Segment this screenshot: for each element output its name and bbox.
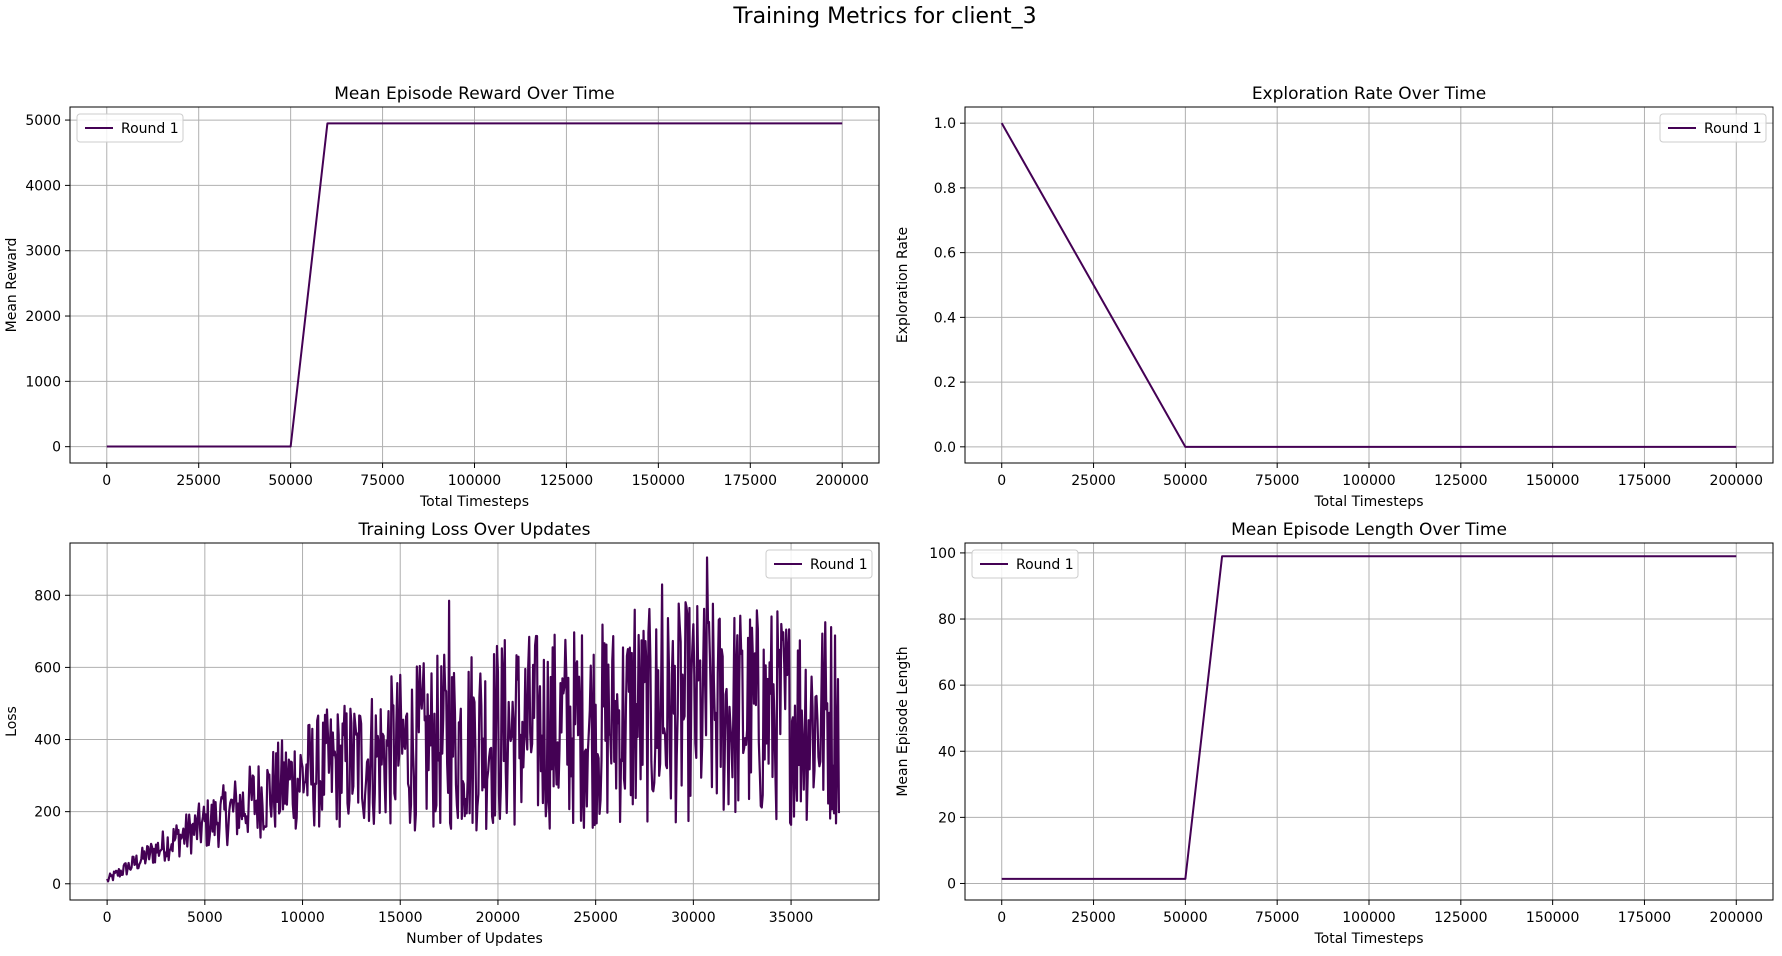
mean-reward-ytick-label: 0	[52, 440, 61, 456]
episode-length-legend-label: Round 1	[1016, 557, 1074, 573]
training-loss-xlabel: Number of Updates	[406, 931, 543, 947]
episode-length-series-line	[1001, 555, 1737, 880]
exploration-rate-xtick-label: 25000	[1071, 473, 1116, 489]
training-loss-ytick-label: 200	[34, 805, 61, 821]
episode-length-xtick-label: 100000	[1342, 910, 1395, 926]
training-loss-ytick-label: 400	[34, 733, 61, 749]
training-loss-legend	[765, 549, 873, 579]
mean-reward-legend-label: Round 1	[121, 121, 179, 137]
training-loss-xtick-label: 5000	[187, 910, 223, 926]
exploration-rate-series-line	[1000, 122, 1737, 448]
training-loss-axes-frame	[69, 542, 880, 901]
exploration-rate-ytick-label: 0.6	[934, 246, 956, 262]
training-loss-xtick-label: 25000	[573, 910, 618, 926]
episode-length-title: Mean Episode Length Over Time	[1231, 520, 1507, 540]
exploration-rate-title: Exploration Rate Over Time	[1252, 84, 1486, 104]
episode-length-xtick-label: 125000	[1434, 910, 1487, 926]
episode-length-xtick-label: 75000	[1255, 910, 1300, 926]
exploration-rate-xtick-label: 100000	[1342, 473, 1395, 489]
training-loss-xtick-label: 35000	[769, 910, 814, 926]
episode-length-ylabel: Mean Episode Length	[895, 646, 911, 796]
mean-reward-xtick-label: 125000	[540, 473, 593, 489]
training-loss-series-line	[106, 556, 841, 883]
mean-reward-xtick-label: 75000	[360, 473, 405, 489]
episode-length-xtick-label: 150000	[1526, 910, 1579, 926]
mean-reward-xtick-label: 100000	[448, 473, 501, 489]
mean-reward-series-line	[106, 122, 843, 448]
training-loss-title: Training Loss Over Updates	[358, 520, 591, 540]
episode-length-xtick-label: 25000	[1071, 910, 1116, 926]
mean-reward-xtick-label: 175000	[724, 473, 777, 489]
exploration-rate-ytick-label: 1.0	[934, 116, 956, 132]
mean-reward-chart: 0 25000 50000 75000 100000 125000 150000 175000…	[4, 84, 880, 510]
mean-reward-xtick-label: 25000	[176, 473, 221, 489]
training-loss-xtick-label: 0	[103, 910, 112, 926]
mean-reward-ytick-label: 5000	[25, 113, 61, 129]
mean-reward-xtick-label: 0	[102, 473, 111, 489]
mean-reward-ytick-label: 2000	[25, 309, 61, 325]
mean-reward-xtick-label: 50000	[268, 473, 313, 489]
exploration-rate-xtick-label: 175000	[1618, 473, 1671, 489]
training-loss-ytick-label: 0	[52, 877, 61, 893]
mean-reward-ytick-label: 1000	[25, 374, 61, 390]
mean-reward-ytick-label: 3000	[25, 244, 61, 260]
exploration-rate-ytick-label: 0.4	[934, 310, 956, 326]
training-loss-ytick-label: 800	[34, 588, 61, 604]
episode-length-ytick-label: 40	[938, 744, 956, 760]
mean-reward-xtick-label: 200000	[816, 473, 869, 489]
episode-length-ytick-label: 100	[929, 546, 956, 562]
exploration-rate-xlabel: Total Timesteps	[1314, 494, 1424, 510]
training-loss-ylabel: Loss	[4, 706, 20, 737]
episode-length-xtick-label: 200000	[1710, 910, 1763, 926]
exploration-rate-legend-label: Round 1	[1704, 121, 1762, 137]
training-loss-xtick-label: 30000	[671, 910, 716, 926]
episode-length-ytick-label: 0	[947, 876, 956, 892]
training-loss-xtick-label: 20000	[476, 910, 521, 926]
episode-length-xtick-label: 0	[997, 910, 1006, 926]
training-loss-legend-label: Round 1	[810, 557, 868, 573]
episode-length-ytick-label: 80	[938, 612, 956, 628]
exploration-rate-ytick-label: 0.2	[934, 375, 956, 391]
exploration-rate-ytick-label: 0.0	[934, 440, 956, 456]
training-loss-chart: 0 5000 10000 15000 20000 25000 30000 35000 0 200 4…	[4, 520, 880, 947]
exploration-rate-ytick-label: 0.8	[934, 181, 956, 197]
mean-reward-title: Mean Episode Reward Over Time	[334, 84, 615, 104]
exploration-rate-xtick-label: 50000	[1163, 473, 1208, 489]
training-loss-ytick-label: 600	[34, 660, 61, 676]
episode-length-ytick-label: 20	[938, 810, 956, 826]
mean-reward-xlabel: Total Timesteps	[419, 494, 529, 510]
exploration-rate-legend	[1659, 113, 1767, 143]
episode-length-legend	[971, 549, 1079, 579]
training-loss-xtick-label: 10000	[280, 910, 325, 926]
mean-reward-legend	[76, 113, 184, 143]
exploration-rate-xtick-label: 0	[997, 473, 1006, 489]
episode-length-xtick-label: 50000	[1163, 910, 1208, 926]
mean-reward-xtick-label: 150000	[632, 473, 685, 489]
episode-length-xtick-label: 175000	[1618, 910, 1671, 926]
mean-reward-ytick-label: 4000	[25, 178, 61, 194]
mean-reward-ylabel: Mean Reward	[4, 238, 20, 333]
exploration-rate-xtick-label: 75000	[1255, 473, 1300, 489]
episode-length-chart: 0 25000 50000 75000 100000 125000 150000 175000…	[895, 520, 1774, 947]
training-loss-xtick-label: 15000	[378, 910, 423, 926]
exploration-rate-xtick-label: 150000	[1526, 473, 1579, 489]
exploration-rate-xtick-label: 200000	[1710, 473, 1763, 489]
exploration-rate-ylabel: Exploration Rate	[895, 227, 911, 343]
exploration-rate-xtick-label: 125000	[1434, 473, 1487, 489]
episode-length-ytick-label: 60	[938, 678, 956, 694]
episode-length-xlabel: Total Timesteps	[1314, 931, 1424, 947]
exploration-rate-chart: 0 25000 50000 75000 100000 125000 150000 175000…	[895, 84, 1774, 510]
figure-title: Training Metrics for client_3	[732, 4, 1036, 29]
